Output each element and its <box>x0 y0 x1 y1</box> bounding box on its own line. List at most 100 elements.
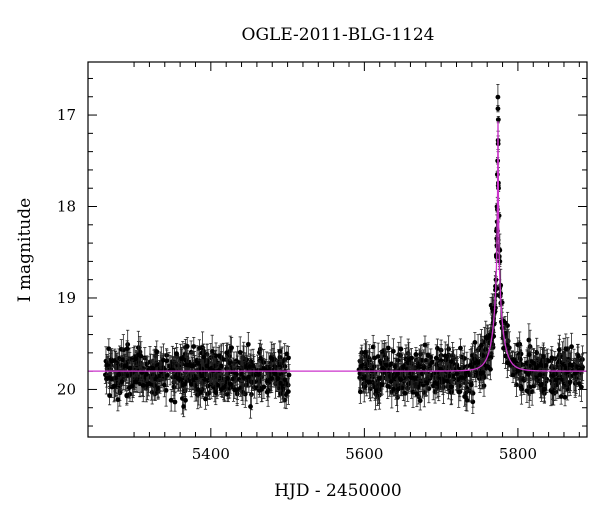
data-point <box>229 345 234 351</box>
data-point <box>213 353 219 359</box>
data-point <box>534 365 539 371</box>
data-point <box>188 382 194 387</box>
data-point <box>549 389 555 395</box>
data-point <box>256 372 261 378</box>
data-point <box>417 364 423 370</box>
data-point <box>109 376 115 382</box>
data-point <box>155 386 161 391</box>
data-point <box>422 342 428 348</box>
data-point <box>168 397 174 403</box>
data-point <box>272 371 278 376</box>
tick-marks <box>88 62 587 437</box>
data-points <box>103 84 585 419</box>
data-point <box>487 366 493 372</box>
data-point <box>277 380 283 386</box>
data-point <box>213 390 219 396</box>
data-point <box>261 384 267 390</box>
data-point <box>450 373 456 379</box>
data-point <box>154 349 160 355</box>
data-point <box>202 376 208 382</box>
data-point <box>120 347 126 353</box>
data-point <box>558 394 564 399</box>
data-point <box>140 382 146 388</box>
data-point <box>177 376 183 382</box>
data-point <box>495 94 501 100</box>
data-point <box>211 384 217 390</box>
data-point <box>413 352 419 357</box>
data-point <box>230 376 236 382</box>
data-point <box>219 363 224 369</box>
data-point <box>201 354 207 360</box>
data-point <box>435 345 440 351</box>
data-point <box>432 389 438 395</box>
data-point <box>199 373 204 379</box>
data-point <box>285 389 291 395</box>
data-point <box>203 396 208 402</box>
data-point <box>456 389 462 395</box>
data-point <box>372 355 378 361</box>
data-point <box>232 387 238 393</box>
data-point <box>115 397 121 403</box>
data-point <box>269 376 275 381</box>
chart-title: OGLE-2011-BLG-1124 <box>242 25 435 45</box>
data-point <box>282 377 288 383</box>
data-point <box>118 371 124 377</box>
data-point <box>390 348 396 354</box>
data-point <box>120 357 126 363</box>
data-point <box>145 365 151 371</box>
data-point <box>124 346 130 352</box>
data-point <box>111 383 117 389</box>
data-point <box>218 375 224 381</box>
data-point <box>126 385 132 391</box>
data-point <box>357 389 363 395</box>
data-point <box>501 345 506 351</box>
data-point <box>517 341 523 347</box>
data-point <box>132 379 138 385</box>
data-point <box>423 357 429 363</box>
data-point <box>119 379 125 385</box>
data-point <box>122 363 128 369</box>
data-point <box>562 394 568 400</box>
data-point <box>162 382 167 388</box>
data-point <box>224 350 230 356</box>
data-point <box>567 362 573 367</box>
data-point <box>189 363 195 369</box>
data-point <box>371 364 377 370</box>
data-point <box>402 390 408 396</box>
data-point <box>543 362 549 368</box>
data-point <box>258 356 264 361</box>
data-point <box>535 378 541 384</box>
data-point <box>245 341 251 347</box>
data-point <box>152 376 158 382</box>
data-point <box>184 343 190 349</box>
data-point <box>248 359 254 364</box>
data-point <box>195 360 201 366</box>
data-point <box>579 366 585 372</box>
data-point <box>385 383 391 389</box>
data-point <box>261 366 267 372</box>
data-point <box>569 344 574 350</box>
data-point <box>467 363 473 368</box>
data-point <box>165 372 170 378</box>
data-point <box>181 404 187 409</box>
data-point <box>268 355 274 361</box>
data-point <box>191 344 197 349</box>
data-point <box>225 375 230 381</box>
data-point <box>526 337 532 343</box>
data-point <box>286 372 292 378</box>
data-point <box>127 365 133 371</box>
data-point <box>125 342 131 347</box>
data-point <box>191 377 197 383</box>
data-point <box>473 373 479 379</box>
data-point <box>391 386 396 392</box>
data-point <box>415 384 421 390</box>
data-point <box>505 338 511 344</box>
data-point <box>384 362 389 368</box>
data-point <box>379 349 385 355</box>
data-point <box>408 370 414 376</box>
data-point <box>275 376 281 381</box>
data-point <box>114 360 119 366</box>
data-point <box>182 381 187 387</box>
data-point <box>252 385 258 390</box>
data-point <box>247 364 253 369</box>
